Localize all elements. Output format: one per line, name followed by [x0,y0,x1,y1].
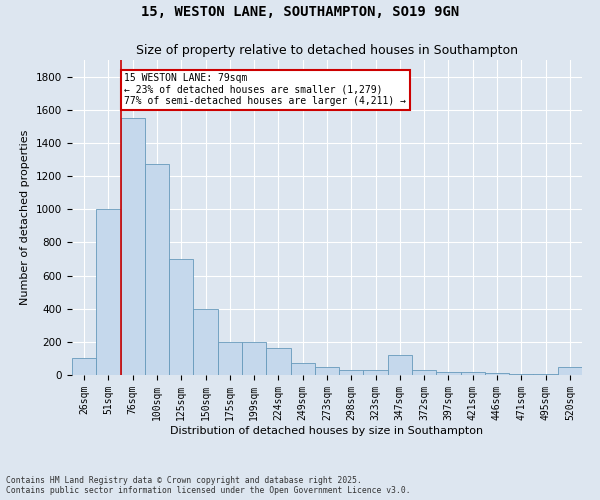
Bar [364,370,388,375]
Bar [339,370,364,375]
Bar [145,164,169,375]
Bar [485,374,509,375]
Bar [461,372,485,375]
Bar [169,259,193,375]
Bar [533,374,558,375]
Bar [509,374,533,375]
Bar [315,366,339,375]
X-axis label: Distribution of detached houses by size in Southampton: Distribution of detached houses by size … [170,426,484,436]
Bar [558,366,582,375]
Bar [121,118,145,375]
Bar [96,209,121,375]
Bar [412,370,436,375]
Bar [242,342,266,375]
Text: 15, WESTON LANE, SOUTHAMPTON, SO19 9GN: 15, WESTON LANE, SOUTHAMPTON, SO19 9GN [141,5,459,19]
Bar [218,342,242,375]
Text: 15 WESTON LANE: 79sqm
← 23% of detached houses are smaller (1,279)
77% of semi-d: 15 WESTON LANE: 79sqm ← 23% of detached … [124,74,406,106]
Y-axis label: Number of detached properties: Number of detached properties [20,130,31,305]
Bar [193,308,218,375]
Bar [266,348,290,375]
Bar [388,355,412,375]
Bar [72,358,96,375]
Bar [290,362,315,375]
Title: Size of property relative to detached houses in Southampton: Size of property relative to detached ho… [136,44,518,58]
Text: Contains HM Land Registry data © Crown copyright and database right 2025.
Contai: Contains HM Land Registry data © Crown c… [6,476,410,495]
Bar [436,372,461,375]
